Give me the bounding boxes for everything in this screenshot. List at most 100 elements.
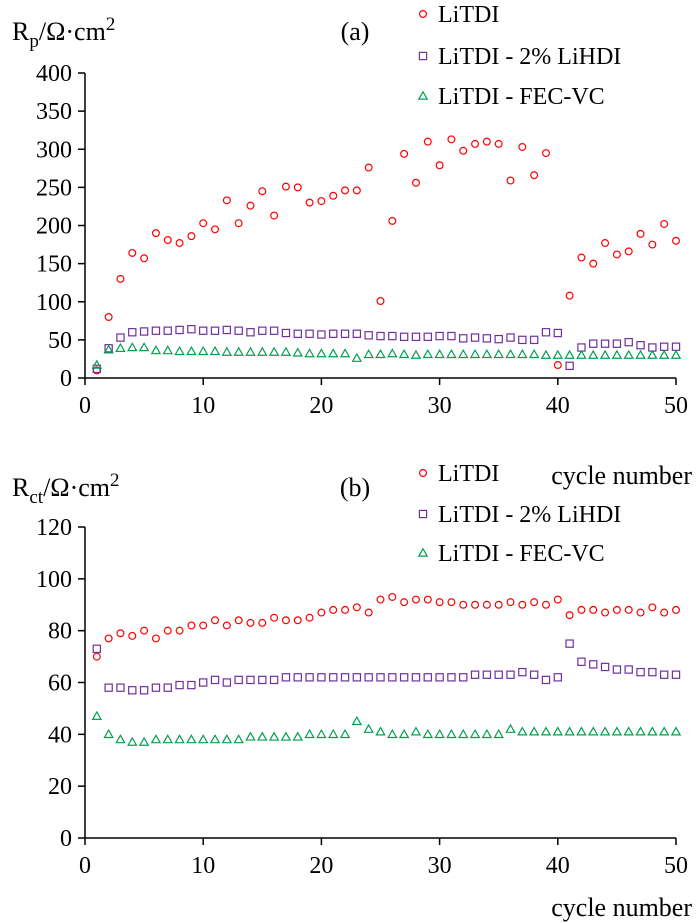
data-point (599, 349, 611, 359)
data-point (410, 349, 422, 359)
y-tick-label: 350 (36, 99, 72, 125)
data-point (351, 352, 363, 362)
y-axis-label-sub: ct (29, 487, 43, 508)
data-point (199, 621, 208, 630)
data-point (553, 673, 563, 682)
data-point (658, 726, 670, 736)
data-point (518, 142, 527, 151)
data-point (280, 731, 292, 741)
data-point (470, 333, 480, 342)
data-point (140, 254, 149, 263)
data-point (624, 665, 633, 674)
legend-entry: LiTDI - FEC-VC (417, 541, 605, 567)
legend-label: LiTDI - FEC-VC (438, 541, 605, 567)
data-point (139, 327, 149, 336)
data-point (541, 328, 551, 337)
data-point (222, 325, 232, 335)
data-point (469, 728, 481, 739)
data-point (636, 229, 645, 238)
panel-label: (a) (341, 17, 370, 46)
data-point (187, 325, 196, 334)
data-point (435, 331, 444, 341)
data-point (530, 171, 539, 180)
data-point (221, 346, 233, 356)
data-point (211, 616, 220, 625)
data-point (435, 673, 444, 682)
data-point (565, 291, 574, 300)
data-point (529, 335, 539, 345)
x-tick-label: 20 (309, 393, 333, 419)
legend-marker-square (418, 509, 428, 519)
data-point (671, 605, 680, 614)
data-point (588, 349, 599, 359)
data-point (340, 673, 350, 682)
data-point (115, 734, 126, 744)
data-point (293, 183, 302, 192)
data-point (151, 683, 161, 692)
data-point (339, 728, 351, 739)
data-point (494, 334, 503, 344)
y-axis-label-unit: /Ω·cm (43, 473, 110, 502)
data-point (304, 348, 315, 358)
data-point (317, 330, 326, 339)
data-point (671, 236, 680, 245)
data-point (469, 348, 481, 359)
y-tick-label: 200 (36, 214, 72, 240)
data-point (400, 149, 409, 158)
data-point (400, 598, 409, 607)
data-point (624, 337, 633, 347)
data-point (447, 673, 456, 682)
chart-panel-a: 0 10 20 30 40 50050100150200250300350400Rp/Ω·… (12, 2, 692, 490)
data-point (317, 673, 326, 682)
data-point (364, 163, 373, 172)
data-point (329, 329, 338, 338)
data-point (175, 325, 184, 335)
x-tick-label: 0 (79, 393, 91, 419)
data-point (447, 598, 456, 607)
data-point (268, 731, 280, 741)
data-point (636, 608, 645, 617)
data-point (186, 734, 197, 744)
data-point (494, 670, 503, 679)
data-point (187, 232, 196, 241)
data-point (162, 734, 173, 744)
data-point (174, 734, 185, 744)
data-point (670, 726, 682, 736)
data-point (434, 728, 445, 739)
data-point (505, 723, 516, 733)
data-point (150, 734, 162, 744)
data-point (398, 348, 410, 359)
data-point (636, 667, 645, 677)
data-point (647, 349, 658, 359)
data-point (446, 728, 457, 739)
data-point (116, 683, 125, 692)
data-point (270, 613, 279, 622)
data-point (423, 595, 432, 604)
data-point (305, 329, 314, 338)
data-point (660, 219, 669, 228)
data-point (91, 710, 103, 720)
data-point (659, 342, 669, 351)
x-tick-label: 40 (546, 853, 570, 879)
data-point (411, 673, 421, 682)
data-point (327, 348, 339, 358)
data-point (234, 675, 243, 685)
legend-label: LiTDI - 2% LiHDI (438, 502, 621, 528)
data-point (209, 734, 221, 744)
data-point (292, 731, 303, 741)
data-point (91, 359, 103, 369)
data-point (506, 670, 515, 679)
data-point (423, 332, 432, 342)
data-point (351, 715, 363, 726)
data-point (258, 675, 267, 685)
data-point (151, 229, 160, 238)
data-point (305, 673, 314, 682)
data-point (246, 328, 255, 337)
data-point (552, 726, 564, 736)
data-point (104, 634, 113, 643)
data-point (459, 334, 468, 343)
data-point (482, 334, 492, 343)
data-point (163, 683, 172, 692)
data-point (281, 328, 291, 338)
